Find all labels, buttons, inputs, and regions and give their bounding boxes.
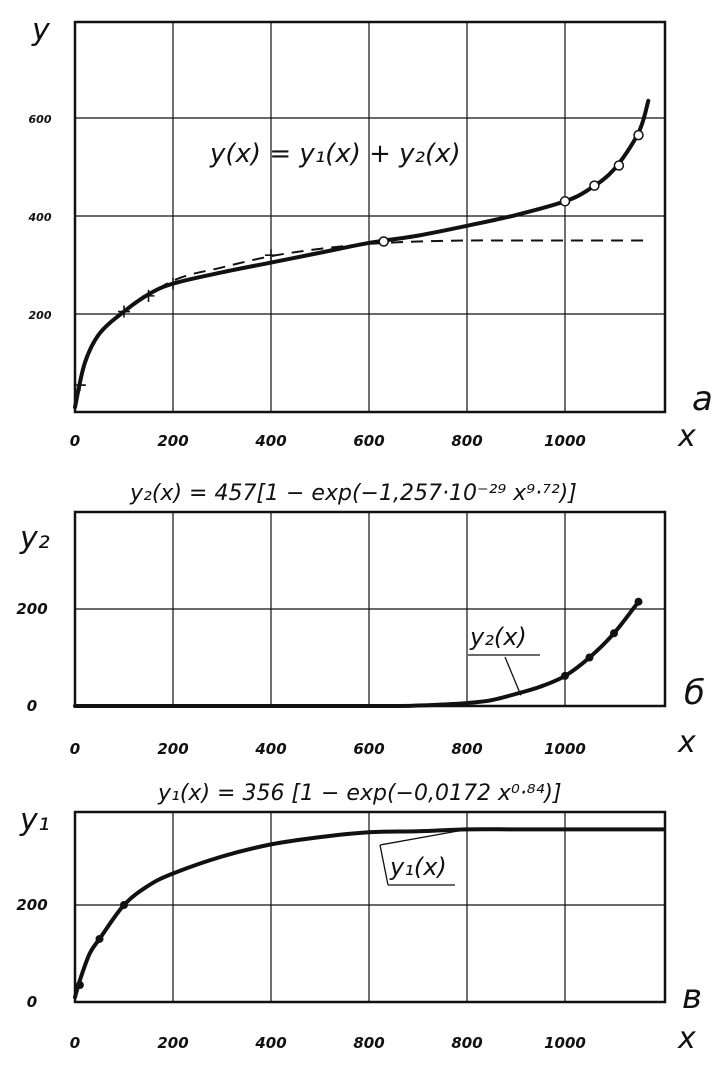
formula-label: y₁(x) = 356 [1 − exp(−0,0172 x⁰·⁸⁴)] <box>157 781 562 806</box>
plus-marker <box>73 379 86 392</box>
curve-label-leader <box>379 828 468 846</box>
x-tick-label: 800 <box>451 1034 482 1052</box>
panel-letter: а <box>692 379 713 419</box>
x-tick-label: 200 <box>157 1034 188 1052</box>
dot-marker <box>95 934 104 943</box>
x-axis-label: x <box>677 419 696 454</box>
panel-1 <box>73 20 667 414</box>
panel-letter: б <box>684 673 705 713</box>
x-tick-label: 200 <box>157 432 188 450</box>
circle-marker <box>559 196 571 207</box>
panel-letter: в <box>682 977 702 1017</box>
x-axis-label: x <box>677 1021 696 1056</box>
plus-marker <box>118 305 130 318</box>
formula-label: y(x) = y₁(x) + y₂(x) <box>209 139 461 169</box>
circle-marker <box>378 236 389 247</box>
y-tick-label: 0 <box>27 697 37 715</box>
x-tick-label: 800 <box>451 432 482 450</box>
x-axis-label: x <box>677 725 696 760</box>
dot-marker <box>610 629 618 638</box>
y-tick-label: 200 <box>29 309 52 322</box>
x-tick-label: 400 <box>254 432 286 450</box>
y-axis-label: y₂ <box>19 521 50 556</box>
y-tick-label: 0 <box>27 993 37 1011</box>
y-tick-label: 600 <box>29 113 52 126</box>
series-line <box>73 599 641 709</box>
dot-marker <box>75 981 84 990</box>
x-tick-label: 0 <box>70 432 80 450</box>
x-tick-label: 400 <box>254 1034 286 1052</box>
plot-frame <box>73 20 667 414</box>
series-line <box>73 827 665 1000</box>
x-tick-label: 400 <box>254 740 286 758</box>
plus-marker <box>167 277 179 290</box>
x-tick-label: 0 <box>70 740 80 758</box>
panel-2 <box>73 510 667 709</box>
circle-marker <box>589 180 600 191</box>
series-dashed-line <box>123 239 644 313</box>
plus-marker <box>142 289 155 302</box>
x-tick-label: 1000 <box>544 1034 586 1052</box>
x-tick-label: 600 <box>353 432 384 450</box>
plus-marker <box>265 249 277 262</box>
x-tick-label: 800 <box>451 740 482 758</box>
dot-marker <box>634 597 643 606</box>
dot-marker <box>120 901 128 909</box>
circle-marker <box>613 160 625 171</box>
dot-marker <box>585 653 594 662</box>
x-tick-label: 1000 <box>544 432 586 450</box>
y-tick-label: 200 <box>16 896 47 914</box>
y-axis-label: y <box>31 13 51 48</box>
y-tick-label: 200 <box>16 600 47 618</box>
dot-marker <box>561 671 569 680</box>
curve-label: y₂(x) <box>469 623 527 651</box>
circle-marker <box>633 129 644 141</box>
x-tick-label: 1000 <box>544 740 586 758</box>
x-tick-label: 0 <box>70 1034 80 1052</box>
y-axis-label: y₁ <box>19 803 50 838</box>
plot-frame <box>73 810 667 1004</box>
x-tick-label: 600 <box>353 740 384 758</box>
curve-label-leader <box>379 844 389 886</box>
formula-label: y₂(x) = 457[1 − exp(−1,257·10⁻²⁹ x⁹·⁷²)] <box>129 481 577 506</box>
x-tick-label: 200 <box>157 740 188 758</box>
curve-label-leader <box>504 656 522 696</box>
x-tick-label: 800 <box>353 1034 384 1052</box>
panel-3 <box>73 810 667 1004</box>
y-tick-label: 400 <box>28 211 52 224</box>
curve-label: y₁(x) <box>389 853 447 881</box>
